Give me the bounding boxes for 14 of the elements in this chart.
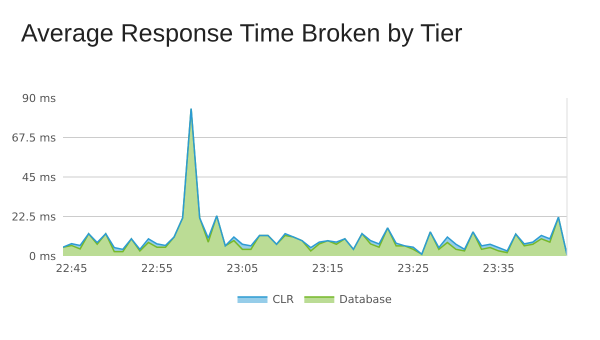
legend-label: Database bbox=[339, 293, 392, 306]
chart-title: Average Response Time Broken by Tier bbox=[21, 19, 462, 48]
legend-label: CLR bbox=[272, 293, 294, 306]
x-tick-label: 23:25 bbox=[397, 262, 430, 275]
x-tick-label: 23:35 bbox=[482, 262, 514, 275]
x-tick-label: 23:15 bbox=[312, 262, 344, 275]
y-tick-label: 22.5 ms bbox=[12, 210, 56, 224]
y-tick-label: 67.5 ms bbox=[12, 131, 56, 144]
x-tick-label: 22:55 bbox=[141, 262, 173, 275]
x-tick-label: 23:05 bbox=[226, 262, 258, 275]
y-tick-label: 90 ms bbox=[22, 92, 56, 105]
y-tick-label: 45 ms bbox=[22, 170, 56, 184]
x-tick-label: 22:45 bbox=[56, 262, 88, 275]
y-tick-label: 0 ms bbox=[29, 250, 56, 263]
